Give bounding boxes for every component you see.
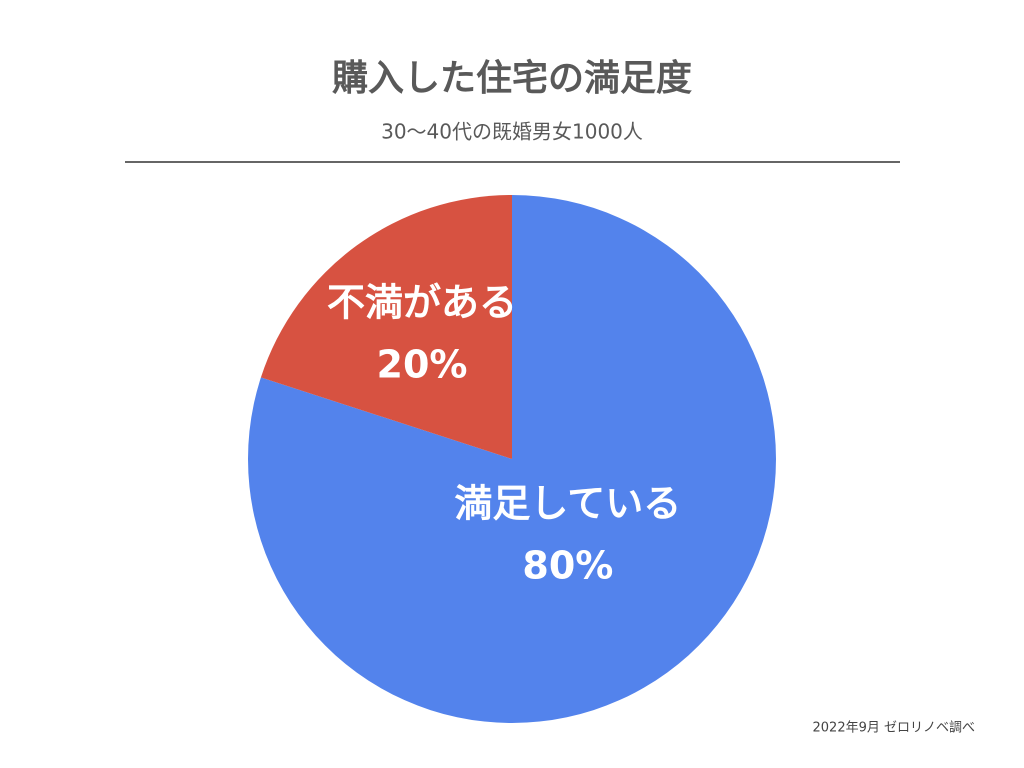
chart-subtitle: 30〜40代の既婚男女1000人: [381, 120, 643, 144]
chart-title: 購入した住宅の満足度: [332, 57, 692, 99]
slice-label: 満足している: [454, 481, 681, 525]
slice-label: 不満がある: [327, 281, 517, 325]
source-note: 2022年9月 ゼロリノベ調べ: [813, 721, 976, 736]
slice-value-label: 80%: [522, 543, 613, 587]
slice-value-label: 20%: [377, 343, 468, 387]
pie-slice: [260, 195, 512, 459]
